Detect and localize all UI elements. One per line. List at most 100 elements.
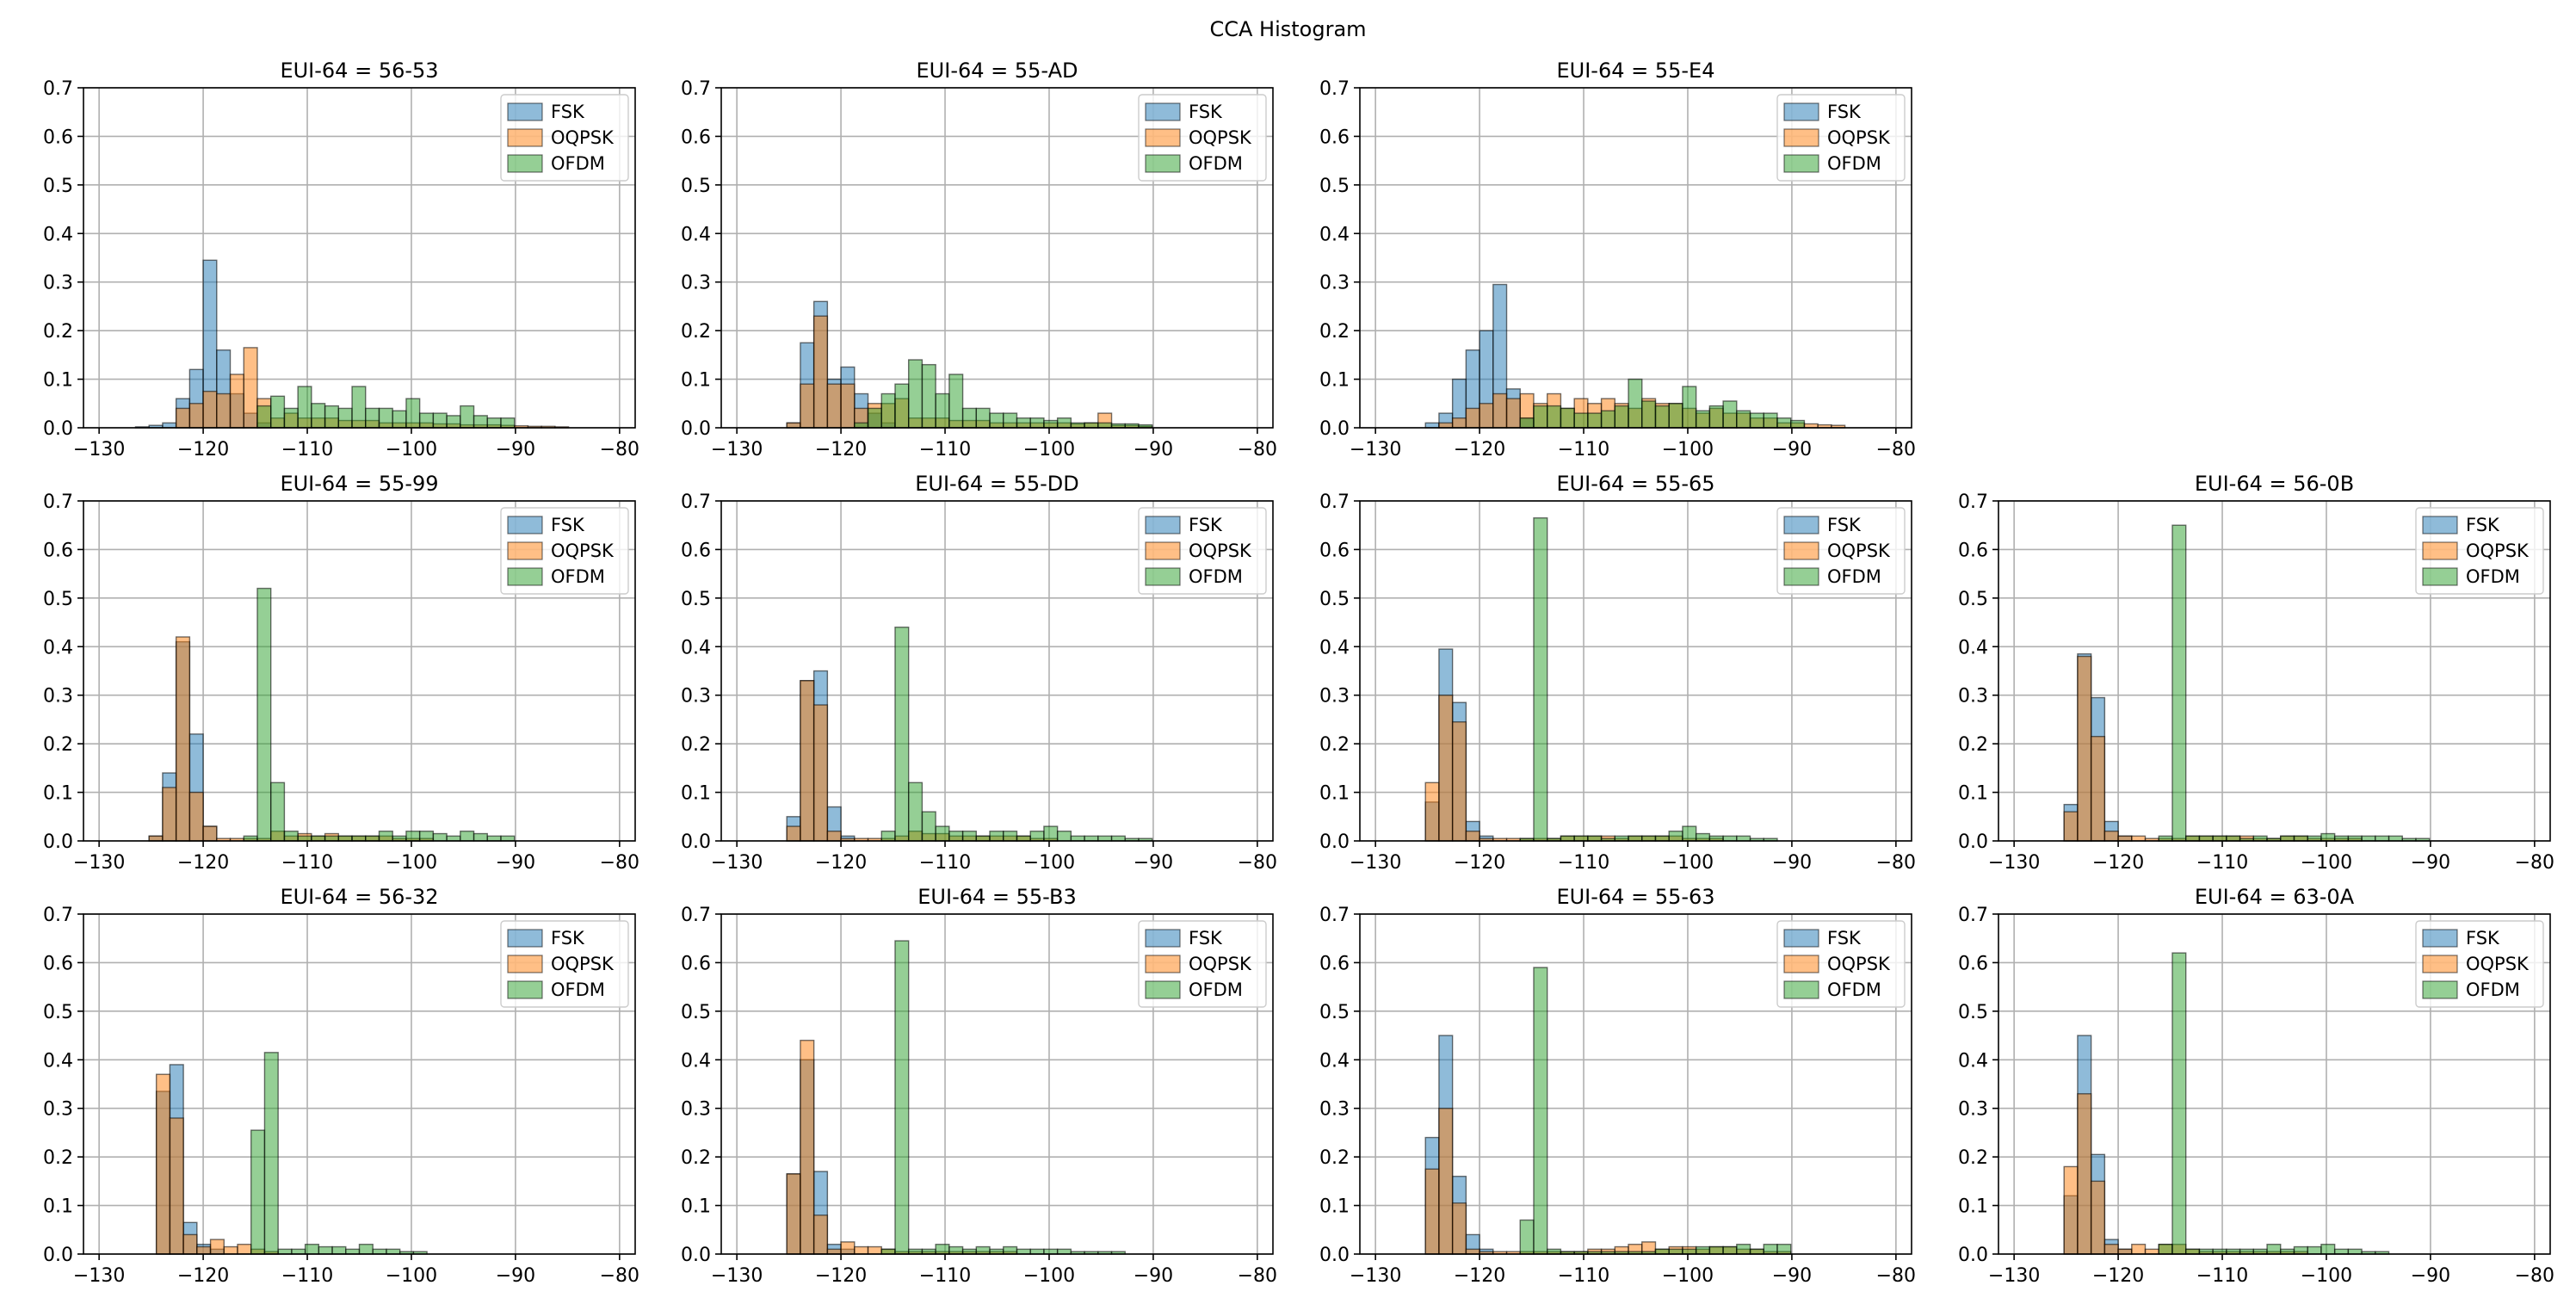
x-tick-label: −130 (711, 1265, 763, 1287)
y-tick-label: 0.5 (1958, 1002, 1988, 1023)
bar-ofdm (1056, 831, 1072, 842)
bar-ofdm (1097, 422, 1113, 429)
y-tick-label: 0.0 (681, 1245, 711, 1266)
bar-ofdm (473, 832, 488, 842)
bar-ofdm (250, 1129, 266, 1255)
bar-ofdm (291, 1248, 306, 1255)
y-tick-label: 0.6 (1958, 953, 1988, 974)
bar-ofdm (1749, 1248, 1764, 1255)
bar-ofdm (2239, 1248, 2255, 1255)
x-tick-label: −80 (1238, 439, 1277, 460)
x-tick-label: −110 (1558, 1265, 1609, 1287)
bar-ofdm (1043, 1248, 1059, 1255)
bar-ofdm (256, 405, 272, 429)
bar-ofdm (1029, 417, 1045, 429)
bar-ofdm (1736, 835, 1751, 842)
bar-ofdm (1029, 1248, 1045, 1255)
x-tick-label: −100 (2301, 1265, 2352, 1287)
y-tick-label: 0.2 (1958, 1147, 1988, 1169)
bar-ofdm (1084, 422, 1099, 429)
y-tick-label: 0.1 (1958, 783, 1988, 805)
bar-ofdm (1003, 831, 1018, 842)
x-tick-label: −100 (386, 852, 437, 874)
x-tick-label: −100 (1023, 852, 1075, 874)
bar-oqpsk (188, 791, 204, 842)
bar-oqpsk (1505, 398, 1521, 429)
bar-ofdm (1695, 410, 1711, 429)
bar-ofdm (2171, 952, 2187, 1255)
y-tick-label: 0.0 (43, 418, 73, 440)
bar-ofdm (1533, 405, 1548, 429)
bar-oqpsk (1465, 1248, 1480, 1255)
bar-ofdm (1695, 1245, 1711, 1255)
subplot-title: EUI-64 = 55-B3 (917, 885, 1076, 909)
y-tick-label: 0.3 (1319, 686, 1350, 708)
y-tick-label: 0.0 (681, 418, 711, 440)
bar-ofdm (324, 405, 340, 429)
y-tick-label: 0.7 (681, 491, 711, 513)
y-tick-label: 0.2 (43, 321, 73, 343)
legend: FSK OQPSK OFDM (2415, 507, 2544, 595)
bar-ofdm (446, 415, 461, 429)
legend-label: OFDM (551, 153, 605, 174)
bar-oqpsk (2117, 835, 2133, 842)
bar-ofdm (1110, 835, 1126, 842)
y-tick-label: 0.3 (1958, 1099, 1988, 1121)
bar-ofdm (1776, 417, 1792, 429)
bar-ofdm (1695, 832, 1711, 842)
y-tick-label: 0.7 (1319, 905, 1350, 926)
legend-label: OFDM (1189, 566, 1243, 587)
bar-ofdm (894, 940, 910, 1255)
bar-oqpsk (148, 835, 164, 842)
bar-ofdm (907, 359, 924, 429)
legend-label: FSK (1827, 515, 1862, 535)
bar-ofdm (1016, 1248, 1031, 1255)
bar-oqpsk (155, 1073, 171, 1255)
x-tick-label: −110 (919, 1265, 971, 1287)
bar-oqpsk (812, 704, 829, 842)
legend-swatch-fsk (507, 516, 543, 535)
y-tick-label: 0.4 (681, 1050, 711, 1072)
x-tick-label: −110 (281, 1265, 333, 1287)
y-tick-label: 0.2 (43, 734, 73, 756)
legend-swatch-oqpsk (1783, 541, 1819, 560)
legend-label: OQPSK (1827, 954, 1891, 974)
bar-ofdm (935, 1244, 950, 1255)
x-tick-label: −100 (1023, 439, 1075, 460)
x-tick-label: −90 (1134, 439, 1173, 460)
x-tick-label: −120 (177, 439, 229, 460)
bar-ofdm (351, 835, 367, 842)
bar-ofdm (1641, 835, 1657, 842)
x-tick-label: −120 (1454, 852, 1505, 874)
bar-ofdm (2333, 1248, 2350, 1255)
bar-ofdm (880, 831, 896, 842)
bar-oqpsk (2117, 1248, 2133, 1255)
bar-ofdm (1722, 400, 1738, 429)
subplot-title: EUI-64 = 56-53 (280, 59, 438, 83)
x-tick-label: −90 (1134, 852, 1173, 874)
axes-frame (1359, 500, 1912, 842)
legend-label: OFDM (2466, 979, 2520, 1000)
bar-oqpsk (209, 1239, 225, 1255)
legend-swatch-fsk (1783, 929, 1819, 948)
bar-ofdm (2307, 1245, 2322, 1255)
x-tick-label: −130 (1350, 1265, 1401, 1287)
subplot-5: EUI-64 = 55-65 −130 −120 −110 −100 −90 −80 0.0 0… (1319, 472, 1916, 874)
y-tick-label: 0.5 (43, 1002, 73, 1023)
bar-ofdm (405, 831, 421, 842)
bar-oqpsk (800, 1040, 815, 1255)
bar-ofdm (337, 835, 353, 842)
y-tick-label: 0.4 (1319, 1050, 1350, 1072)
bar-ofdm (2212, 835, 2227, 842)
x-tick-label: −100 (386, 439, 437, 460)
legend: FSK OQPSK OFDM (2415, 920, 2544, 1008)
y-tick-label: 0.1 (1319, 1196, 1350, 1218)
bar-oqpsk (1451, 417, 1467, 429)
bar-ofdm (392, 410, 407, 429)
bar-ofdm (1614, 835, 1629, 842)
bar-ofdm (1736, 1244, 1751, 1255)
bar-ofdm (1016, 417, 1031, 429)
y-tick-label: 0.0 (1958, 831, 1988, 853)
x-tick-label: −130 (1350, 439, 1401, 460)
bar-oqpsk (1438, 695, 1454, 842)
